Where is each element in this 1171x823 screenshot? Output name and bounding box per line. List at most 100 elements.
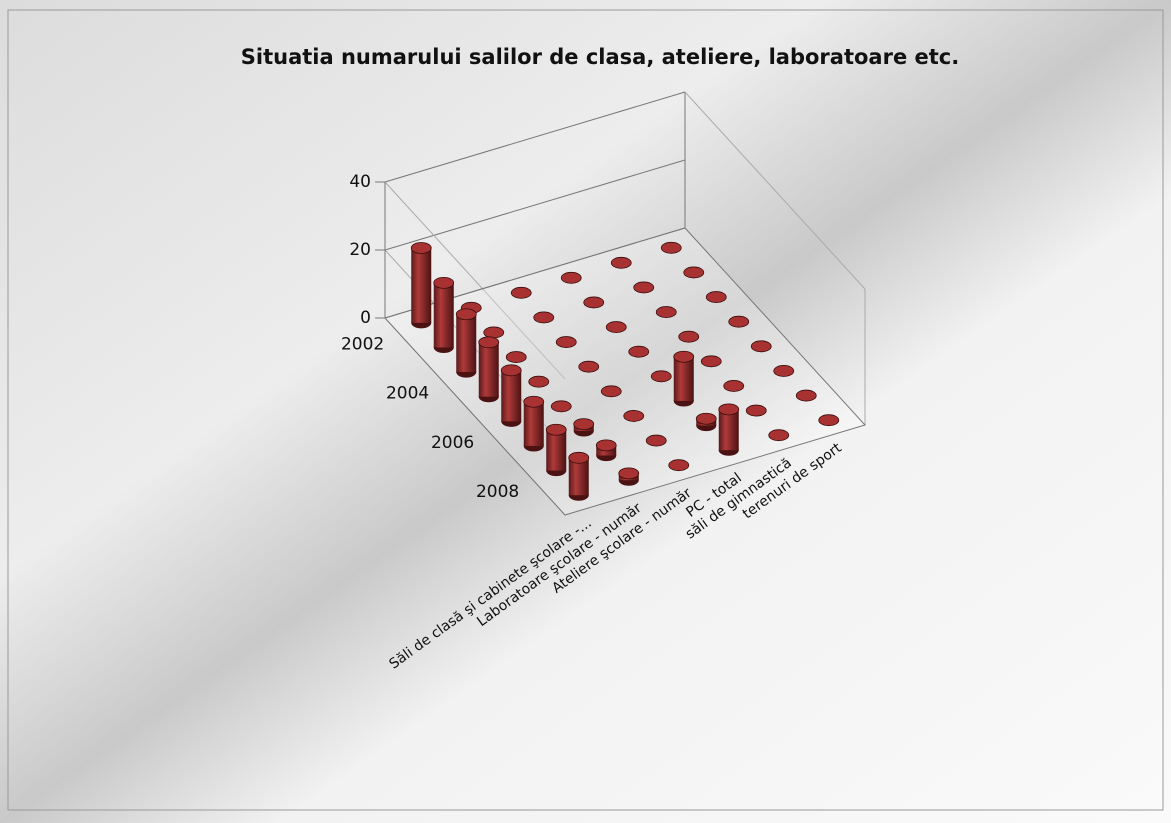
frame [7,9,1164,811]
bar-top [723,380,745,392]
bar-top [695,412,717,425]
bar-body [456,314,477,373]
bar-top [560,271,582,284]
bar-top [610,256,632,269]
bar-top [750,340,772,353]
bar-top [533,311,555,324]
y-tick-label: 20 [349,240,371,260]
bar [510,286,532,299]
bar-top [583,296,605,309]
bar-top [683,266,705,279]
bar [433,276,455,353]
bar [523,395,545,452]
bar [668,459,690,472]
bar [528,375,550,388]
bar-top [795,389,817,402]
bar [595,439,617,462]
bar [455,308,477,378]
bar-body [568,457,589,496]
bar-top [655,306,677,318]
bar [660,241,682,254]
bar-body [501,370,522,422]
bar [578,360,600,373]
grid-line [384,181,566,380]
bar-top [595,439,617,452]
bar [573,418,595,437]
bar [500,364,522,427]
bar-top [660,241,682,254]
bar-top [705,291,727,303]
bar-top [545,423,567,436]
bar [728,315,750,328]
bar [795,389,817,402]
bar-body [433,282,454,348]
bar [683,266,705,279]
bar-top [483,326,505,339]
bar [718,403,740,456]
bar-top [510,286,532,299]
grid-line [384,91,686,183]
bar-top [410,242,432,254]
bar [768,429,790,442]
bar [555,336,577,348]
bar [818,414,840,427]
y-tick-label: 40 [349,172,371,192]
chart-title: Situatia numarului salilor de clasa, ate… [241,45,959,69]
depth-label: 2004 [386,384,429,404]
y-tick-label: 0 [360,308,371,328]
bar-body [546,429,567,471]
depth-label: 2002 [341,334,384,354]
bar [583,296,605,309]
bar [750,340,772,353]
bar [695,412,717,432]
bar [605,321,627,333]
bar [478,336,500,403]
bar [568,451,590,501]
bar [610,256,632,269]
bar-top [700,355,722,368]
bar-top [678,330,700,343]
bar [673,350,695,407]
bar [645,434,667,447]
bar-top [568,451,590,464]
bar [773,365,795,377]
floor [384,227,866,516]
bar-top [728,315,750,328]
bar [505,351,527,363]
bar-top [633,281,655,294]
bar [545,423,567,477]
bar [623,410,645,422]
bar [655,306,677,318]
bar-body [411,248,432,323]
bar-top [523,395,545,408]
bar-top [505,351,527,363]
bar [560,271,582,284]
bar [723,380,745,392]
bar-top [745,404,767,417]
wall-edge [684,91,866,290]
bar [700,355,722,368]
bar-top [455,308,477,321]
bar-top [668,459,690,472]
bar [650,370,672,383]
bar [533,311,555,324]
bar-top [500,364,522,377]
bar-top [768,429,790,442]
bar-top [623,410,645,422]
bar [550,400,572,413]
bar [618,467,640,486]
bar-top [618,467,640,480]
bar-top [628,345,650,358]
depth-label: 2006 [431,433,474,453]
bar-top [773,365,795,377]
bar-top [673,350,695,363]
bar-body [523,401,544,446]
bar [628,345,650,358]
bar [705,291,727,303]
bar-top [528,375,550,388]
bar [633,281,655,294]
bar-top [718,403,740,416]
bar-body [478,342,499,397]
